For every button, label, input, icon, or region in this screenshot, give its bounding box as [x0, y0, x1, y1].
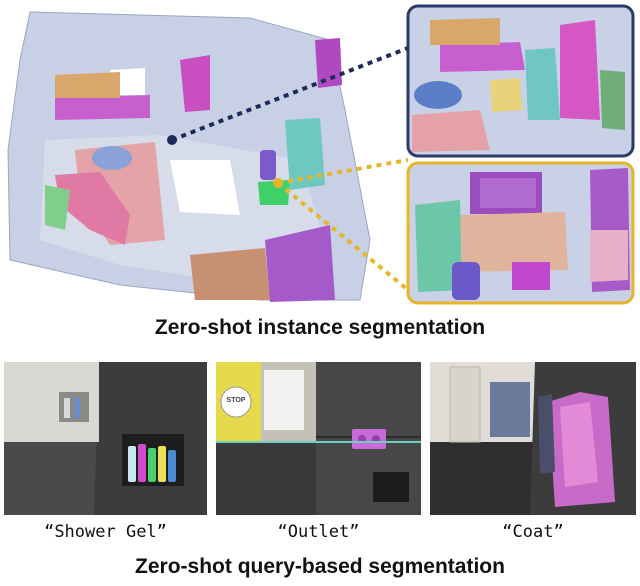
query-label-coat: “Coat”: [502, 522, 564, 542]
query-label-outlet: “Outlet”: [277, 522, 360, 542]
desk-segment: [55, 95, 150, 120]
query-panel-coat: [430, 362, 636, 515]
purple-object: [315, 38, 342, 88]
room-reconstruction: [7, 4, 635, 305]
pointer-line-bottom-b: [276, 181, 410, 292]
shower-gel-scene: [4, 362, 207, 515]
outlet-scene: [216, 362, 421, 515]
pointer-line-top: [171, 46, 409, 142]
stop-sign-text: STOP: [226, 397, 246, 404]
floor-hole: [170, 160, 240, 215]
green-item: [45, 185, 70, 230]
instance-segmentation-caption: Zero-shot instance segmentation: [154, 316, 486, 339]
inset-top: [406, 4, 635, 158]
pointer-dot-top: [167, 135, 177, 145]
inset-bottom: [406, 161, 635, 305]
wardrobe-segment: [265, 225, 335, 302]
query-panel-shower-gel: [4, 362, 207, 515]
pillow-segment: [92, 146, 132, 170]
query-segmentation-caption: Zero-shot query-based segmentation: [135, 555, 505, 578]
door-segment: [190, 248, 270, 300]
green-bag: [258, 180, 290, 205]
clothes-segment: [55, 172, 130, 245]
pointer-line-bottom-a: [277, 158, 409, 185]
query-label-shower-gel: “Shower Gel”: [44, 522, 167, 542]
coat-scene: [430, 362, 636, 515]
suitcase-segment: [260, 150, 276, 180]
query-panel-outlet: STOP: [216, 362, 421, 515]
pointer-dot-bottom: [273, 178, 283, 188]
coat-segment: [180, 55, 210, 112]
shelf-segment: [55, 72, 120, 98]
tall-shelf-segment: [285, 118, 325, 190]
